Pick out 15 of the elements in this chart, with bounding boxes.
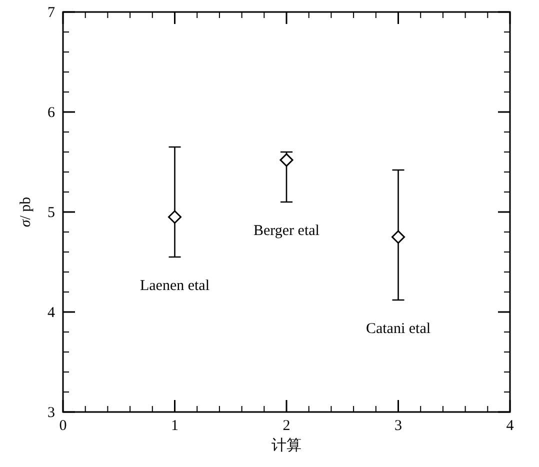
x-tick-label: 4 (506, 418, 514, 434)
y-tick-label: 5 (48, 205, 55, 221)
y-axis-title: σ/ pb (18, 196, 34, 228)
x-tick-label: 1 (171, 418, 178, 434)
x-tick-label: 3 (394, 418, 402, 434)
y-tick-label: 7 (48, 5, 56, 21)
annotation: Catani etal (366, 321, 431, 337)
x-tick-label: 2 (282, 418, 290, 434)
y-tick-label: 3 (48, 405, 55, 421)
y-tick-label: 4 (48, 305, 56, 321)
y-tick-label: 6 (48, 105, 56, 121)
annotation: Berger etal (254, 223, 320, 239)
annotation: Laenen etal (140, 278, 210, 294)
x-tick-label: 0 (59, 418, 67, 434)
x-axis-title: 计算 (272, 437, 302, 454)
